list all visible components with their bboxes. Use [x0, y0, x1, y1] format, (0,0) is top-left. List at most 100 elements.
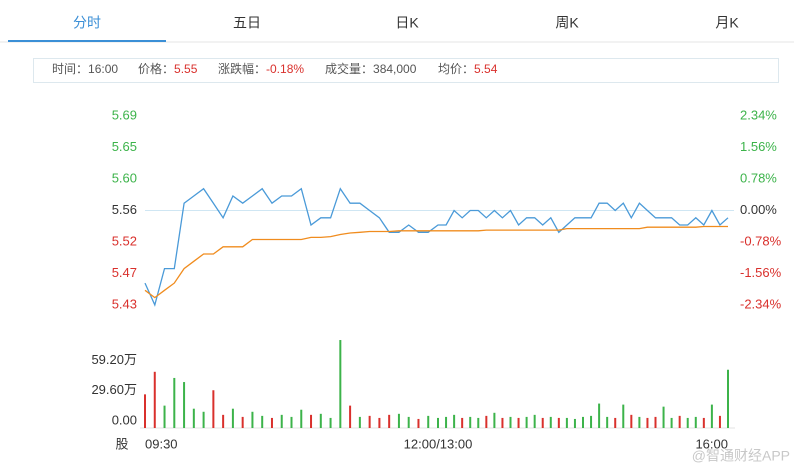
y-tick-label: 0.00 — [112, 412, 137, 427]
tab-underline — [8, 40, 166, 42]
volume-bar — [662, 406, 665, 428]
y-tick-label: 59.20万 — [91, 352, 137, 367]
volume-bar — [202, 411, 205, 428]
volume-bar — [270, 417, 273, 428]
tab[interactable]: 月K — [715, 15, 739, 31]
volume-bar — [678, 415, 681, 428]
volume-bar — [606, 416, 609, 428]
y2-tick-label: -2.34% — [740, 296, 782, 311]
volume-bar — [231, 408, 234, 428]
info-label: 涨跌幅： — [218, 61, 266, 76]
y-tick-label: 5.56 — [112, 202, 137, 217]
volume-bar — [280, 414, 283, 428]
volume-bar — [310, 414, 313, 428]
volume-bar — [417, 418, 420, 428]
volume-bar — [573, 418, 576, 428]
volume-bar — [694, 416, 697, 428]
volume-bar — [397, 413, 400, 428]
y-tick-label: 29.60万 — [91, 382, 137, 397]
volume-bar — [501, 417, 504, 428]
volume-bar — [710, 404, 713, 428]
volume-bar — [646, 417, 649, 428]
volume-bar — [358, 416, 361, 428]
volume-bar — [212, 390, 215, 428]
volume-bar — [437, 417, 439, 428]
y-tick-label: 5.43 — [112, 296, 137, 311]
volume-bar — [329, 417, 332, 428]
y2-tick-label: -0.78% — [740, 233, 782, 248]
info-value: 5.55 — [174, 62, 198, 76]
y2-tick-label: 2.34% — [740, 107, 777, 122]
volume-bar — [427, 415, 430, 428]
tab[interactable]: 周K — [555, 15, 579, 31]
volume-bar — [557, 417, 560, 428]
y-tick-label: 5.69 — [112, 107, 137, 122]
tab[interactable]: 五日 — [233, 15, 261, 31]
tab[interactable]: 分时 — [73, 15, 101, 31]
info-value: 5.54 — [474, 62, 498, 76]
volume-bar — [290, 416, 293, 428]
volume-bar — [630, 414, 633, 428]
info-label: 时间： — [52, 62, 88, 76]
volume-bar — [598, 403, 601, 428]
y-tick-label: 5.47 — [112, 265, 137, 280]
x-tick-label: 16:00 — [695, 436, 728, 451]
volume-bar — [670, 417, 673, 428]
info-value: 16:00 — [88, 62, 118, 76]
volume-bar — [525, 416, 528, 428]
volume-bar — [493, 412, 496, 428]
volume-bar — [183, 382, 186, 428]
axis-corner-label: 股 — [115, 436, 128, 451]
volume-bar — [509, 416, 512, 428]
volume-bar — [153, 371, 156, 428]
volume-bar — [517, 417, 520, 428]
volume-bar — [590, 415, 593, 428]
volume-bar — [582, 416, 584, 428]
info-value: 384,000 — [373, 62, 417, 76]
tab-bar: 分时 五日 日K 周K 月K — [0, 15, 794, 43]
info-label: 价格： — [138, 61, 174, 76]
info-bar: 时间：16:00 价格：5.55 涨跌幅：-0.18% 成交量：384,000 … — [33, 58, 779, 83]
volume-bar — [702, 417, 705, 428]
y-tick-label: 5.60 — [112, 170, 137, 185]
info-box — [33, 58, 779, 83]
volume-bar — [222, 414, 225, 428]
average-line — [144, 225, 728, 299]
volume-bar — [378, 417, 381, 428]
volume-bar — [349, 405, 352, 428]
volume-bar — [477, 417, 480, 428]
x-tick-label: 12:00/13:00 — [404, 436, 473, 451]
volume-bar — [144, 394, 146, 428]
volume-bar — [686, 417, 689, 428]
volume-bar — [549, 416, 552, 428]
info-label: 均价： — [438, 62, 474, 76]
volume-bar — [638, 416, 641, 428]
volume-bar — [718, 415, 721, 428]
volume-bar — [173, 377, 176, 428]
volume-bar — [461, 417, 464, 428]
info-label: 成交量： — [325, 61, 373, 76]
y2-tick-label: 0.78% — [740, 170, 777, 185]
volume-bar — [445, 416, 448, 428]
volume-bar — [654, 416, 657, 428]
tab[interactable]: 日K — [395, 15, 419, 31]
volume-bar — [533, 414, 536, 428]
volume-bar — [453, 414, 456, 428]
volume-bar — [251, 411, 254, 428]
price-line — [144, 187, 729, 307]
y2-tick-label: 0.00% — [740, 202, 777, 217]
volume-bar — [485, 415, 488, 428]
volume-bar — [614, 417, 617, 428]
volume-bar — [565, 417, 568, 428]
volume-bar — [541, 417, 544, 428]
volume-bar — [339, 340, 342, 428]
info-item: 涨跌幅：-0.18% — [218, 61, 304, 76]
volume-bar — [388, 414, 391, 428]
volume-bar — [319, 413, 322, 428]
y-tick-label: 5.65 — [112, 139, 137, 154]
y-tick-label: 5.52 — [112, 233, 137, 248]
watermark: @智通财经APP — [692, 448, 790, 464]
volume-bar — [469, 416, 472, 428]
volume-bar — [407, 416, 410, 428]
